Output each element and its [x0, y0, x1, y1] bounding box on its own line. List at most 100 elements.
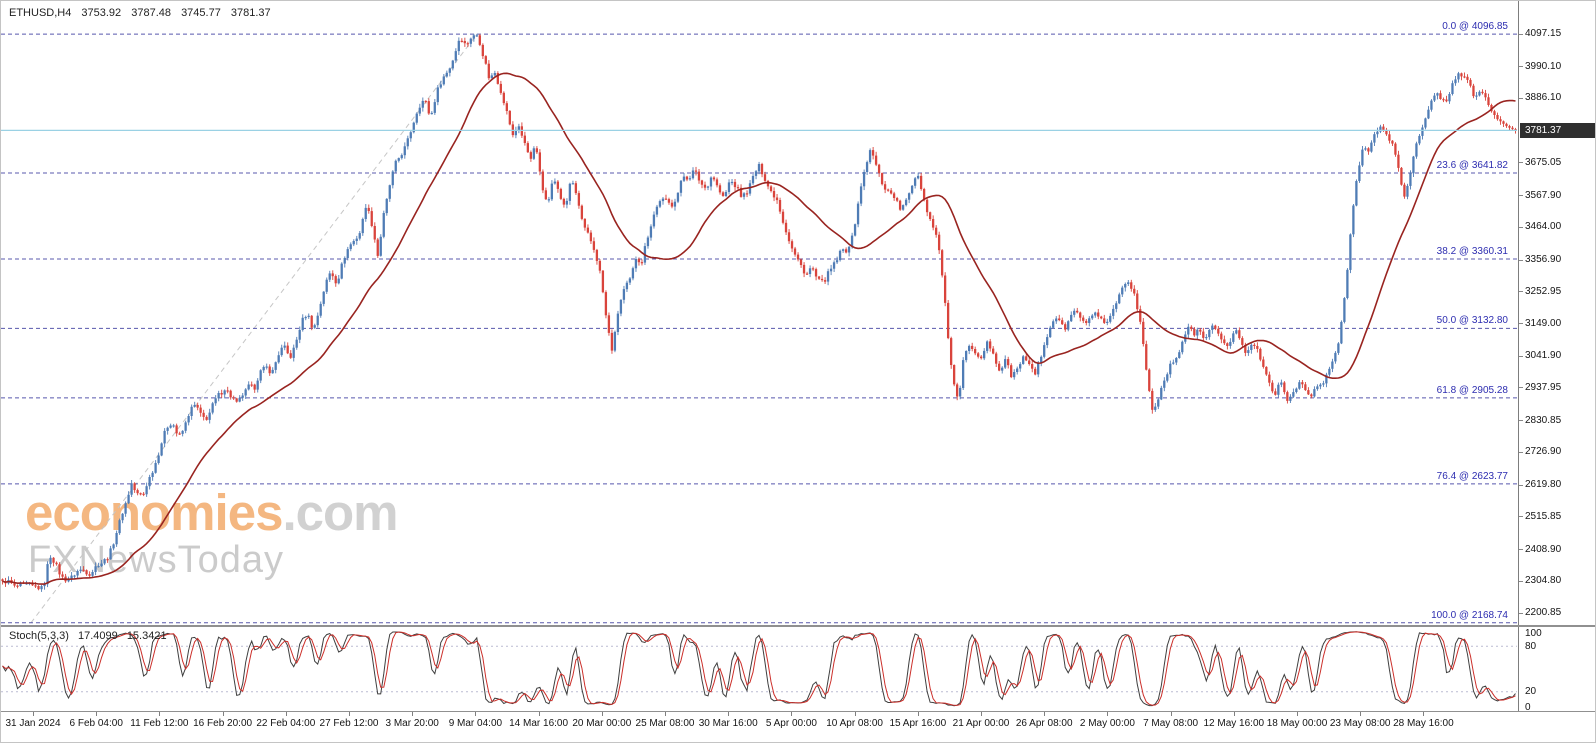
price-axis-tick-mark [1519, 484, 1523, 486]
main-chart-panel[interactable]: economies.com FXNewsToday ETHUSD,H4 3753… [1, 1, 1518, 625]
watermark-brand: economies [25, 484, 283, 541]
time-axis-tick-mark [1107, 712, 1109, 716]
time-axis-tick: 7 May 08:00 [1143, 718, 1199, 729]
price-axis-tick: 2515.85 [1525, 510, 1562, 522]
time-axis-tick: 21 Apr 00:00 [952, 718, 1010, 729]
stoch-axis-tick: 100 [1525, 628, 1542, 639]
price-axis-tick-mark [1519, 612, 1523, 614]
time-axis-tick: 25 Mar 08:00 [635, 718, 695, 729]
price-axis-tick: 3149.00 [1525, 317, 1562, 329]
fib-level-label[interactable]: 100.0 @ 2168.74 [1431, 609, 1508, 621]
fib-level-label[interactable]: 23.6 @ 3641.82 [1436, 160, 1508, 171]
time-axis-tick: 23 May 08:00 [1329, 718, 1391, 729]
fib-level-label[interactable]: 76.4 @ 2623.77 [1436, 470, 1508, 482]
price-axis-tick-mark [1519, 162, 1523, 164]
stochastic-plot[interactable] [1, 627, 1517, 711]
panel-separator[interactable] [1, 625, 1595, 627]
current-price-value: 3781.37 [1525, 124, 1562, 136]
time-axis-tick-mark [1044, 712, 1046, 716]
time-axis-tick: 2 May 00:00 [1079, 718, 1135, 729]
time-axis-tick-mark [1423, 712, 1425, 716]
time-axis-tick-mark [222, 712, 224, 716]
price-axis-tick: 2830.85 [1525, 414, 1562, 426]
axis-separator [1, 711, 1595, 712]
price-axis-tick-mark [1519, 66, 1523, 68]
time-axis-tick-mark [791, 712, 793, 716]
price-axis-tick-mark [1519, 580, 1523, 582]
price-axis-tick: 3990.10 [1525, 60, 1562, 72]
time-axis-tick-mark [1360, 712, 1362, 716]
time-axis-tick-mark [601, 712, 603, 716]
fib-level-label[interactable]: 50.0 @ 3132.80 [1436, 315, 1508, 327]
price-axis-tick: 3886.10 [1525, 92, 1562, 104]
watermark-logo: economies.com [25, 484, 398, 541]
time-axis-tick: 28 May 16:00 [1393, 718, 1454, 729]
fib-level-label[interactable]: 0.0 @ 4096.85 [1442, 21, 1508, 33]
price-axis[interactable]: 3781.37 4097.15 3990.10 3886.10 3675.05 3567… [1518, 1, 1595, 713]
price-axis-tick: 3252.95 [1525, 285, 1562, 297]
time-axis-tick-mark [96, 712, 98, 716]
time-axis-tick: 15 Apr 16:00 [889, 718, 947, 729]
price-axis-tick: 2937.95 [1525, 381, 1562, 393]
time-axis-tick: 31 Jan 2024 [5, 718, 61, 729]
open-value: 3753.92 [81, 7, 122, 19]
time-axis-tick: 20 Mar 00:00 [572, 718, 632, 729]
price-axis-tick: 2726.90 [1525, 446, 1562, 458]
time-axis-tick-mark [1297, 712, 1298, 716]
time-axis-tick-mark [159, 712, 161, 716]
time-axis-tick: 12 May 16:00 [1203, 718, 1265, 729]
price-axis-tick: 3675.05 [1525, 156, 1562, 168]
stochastic-panel[interactable]: Stoch(5,3,3) 17.4099 15.3421 [1, 627, 1518, 711]
stochastic-label: Stoch(5,3,3) 17.4099 15.3421 [9, 630, 173, 642]
price-axis-tick: 2304.80 [1525, 575, 1562, 587]
time-axis-tick-mark [665, 712, 666, 716]
time-axis-tick-mark [728, 712, 730, 716]
time-axis-tick-mark [1170, 712, 1172, 716]
time-axis-tick-mark [1233, 712, 1235, 716]
price-axis-tick-mark [1519, 291, 1523, 293]
current-price-tag: 3781.37 [1520, 122, 1595, 138]
time-axis-tick: 9 Mar 04:00 [448, 718, 503, 729]
fib-level-label[interactable]: 38.2 @ 3360.31 [1436, 246, 1508, 257]
price-axis-tick-mark [1519, 516, 1523, 518]
time-axis-tick: 16 Feb 20:00 [193, 718, 253, 729]
stoch-axis-tick: 20 [1525, 686, 1537, 698]
price-axis-tick-mark [1519, 259, 1523, 261]
time-axis-tick-mark [33, 712, 34, 716]
price-axis-tick-mark [1519, 226, 1523, 228]
symbol-timeframe-label: ETHUSD,H4 [9, 7, 72, 19]
price-axis-tick: 2200.85 [1525, 607, 1562, 618]
price-axis-tick-mark [1519, 420, 1523, 422]
time-axis-tick: 18 May 00:00 [1266, 718, 1328, 729]
price-axis-tick: 2408.90 [1525, 543, 1562, 555]
time-axis-tick: 10 Apr 08:00 [826, 718, 883, 729]
stochastic-value-signal: 15.3421 [126, 630, 167, 642]
time-axis-tick-mark [981, 712, 982, 716]
watermark-tld: .com [282, 484, 398, 541]
price-axis-tick: 2619.80 [1525, 479, 1562, 491]
time-axis-tick: 22 Feb 04:00 [256, 718, 316, 729]
time-axis-tick-mark [412, 712, 414, 716]
price-axis-tick-mark [1519, 549, 1523, 550]
stochastic-name: Stoch(5,3,3) [9, 630, 69, 642]
fib-level-label[interactable]: 61.8 @ 2905.28 [1436, 384, 1508, 396]
time-axis[interactable]: 31 Jan 2024 6 Feb 04:00 11 Feb 12:00 16 Feb… [1, 712, 1595, 742]
price-axis-tick: 3356.90 [1525, 254, 1562, 265]
time-axis-tick: 14 Mar 16:00 [509, 718, 569, 729]
price-axis-tick-mark [1519, 33, 1523, 35]
time-axis-tick: 27 Feb 12:00 [319, 718, 379, 729]
price-axis-tick-mark [1519, 387, 1523, 389]
time-axis-tick: 30 Mar 16:00 [698, 718, 758, 729]
chart-title: ETHUSD,H4 3753.92 3787.48 3745.77 3781.3… [9, 7, 278, 19]
time-axis-tick-mark [349, 712, 350, 716]
low-value: 3745.77 [181, 7, 221, 19]
stochastic-value-main: 17.4099 [77, 630, 118, 642]
candlestick-plot[interactable] [1, 1, 1517, 625]
time-axis-tick: 3 Mar 20:00 [385, 718, 439, 729]
stoch-axis-tick: 0 [1525, 701, 1531, 713]
price-axis-tick: 3041.90 [1525, 350, 1562, 362]
time-axis-tick: 11 Feb 12:00 [130, 718, 189, 729]
watermark-subtitle: FXNewsToday [28, 539, 284, 581]
close-value: 3781.37 [230, 7, 271, 19]
